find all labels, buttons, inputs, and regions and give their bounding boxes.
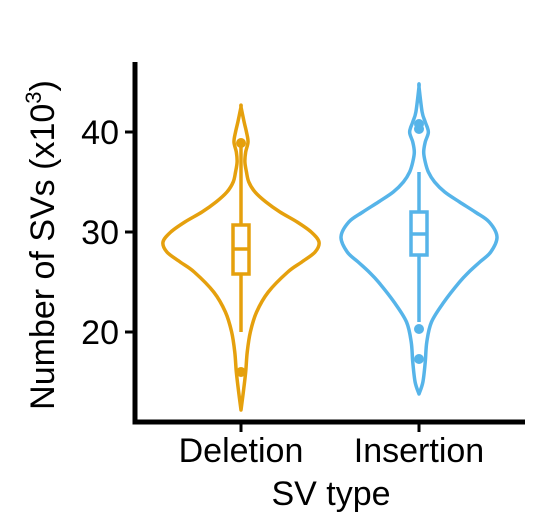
outlier-point (414, 119, 424, 129)
y-axis-ticks: 20 30 40 (81, 114, 135, 352)
y-axis-title: Number of SVs (x103) (21, 80, 62, 410)
violin-group-insertion (339, 82, 499, 396)
plot-area (161, 82, 499, 412)
violin-shape (339, 82, 499, 396)
x-tick-label: Insertion (354, 432, 484, 470)
y-tick-label: 40 (81, 114, 119, 152)
x-tick-label: Deletion (179, 432, 304, 470)
outlier-point (414, 324, 424, 334)
y-axis-title-suffix: ) (24, 80, 62, 91)
y-axis-title-superscript: 3 (21, 91, 46, 103)
y-tick-label: 30 (81, 214, 119, 252)
violin-shape (161, 103, 321, 412)
x-axis-ticks: Deletion Insertion (179, 422, 484, 470)
outlier-point (236, 138, 246, 148)
violin-group-deletion (161, 103, 321, 412)
outlier-point (236, 367, 246, 377)
y-tick-label: 20 (81, 314, 119, 352)
outlier-point (414, 354, 424, 364)
y-axis-title-main: Number of SVs (x10 (24, 104, 62, 410)
x-axis-title: SV type (271, 475, 390, 513)
